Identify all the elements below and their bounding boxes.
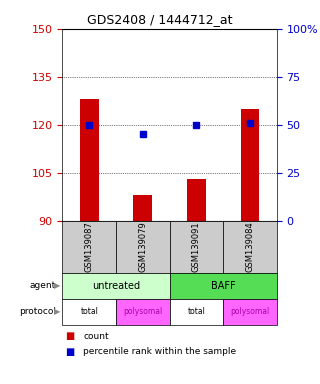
- Text: agent: agent: [30, 281, 56, 290]
- Text: polysomal: polysomal: [123, 307, 163, 316]
- Text: percentile rank within the sample: percentile rank within the sample: [83, 347, 236, 356]
- Text: ■: ■: [66, 347, 75, 357]
- Text: GSM139091: GSM139091: [192, 222, 201, 272]
- Text: ▶: ▶: [54, 281, 61, 290]
- Text: total: total: [80, 307, 98, 316]
- Bar: [80, 99, 99, 221]
- Text: GDS2408 / 1444712_at: GDS2408 / 1444712_at: [87, 13, 233, 26]
- Text: GSM139087: GSM139087: [85, 221, 94, 272]
- Text: protocol: protocol: [19, 307, 56, 316]
- Text: untreated: untreated: [92, 281, 140, 291]
- Text: GSM139084: GSM139084: [245, 221, 254, 272]
- Bar: [241, 109, 260, 221]
- Text: ■: ■: [66, 331, 75, 341]
- Bar: [133, 195, 152, 221]
- Text: ▶: ▶: [54, 307, 61, 316]
- Text: BAFF: BAFF: [211, 281, 236, 291]
- Bar: [187, 179, 206, 221]
- Text: polysomal: polysomal: [230, 307, 270, 316]
- Text: total: total: [188, 307, 205, 316]
- Text: count: count: [83, 332, 109, 341]
- Text: GSM139079: GSM139079: [138, 221, 147, 272]
